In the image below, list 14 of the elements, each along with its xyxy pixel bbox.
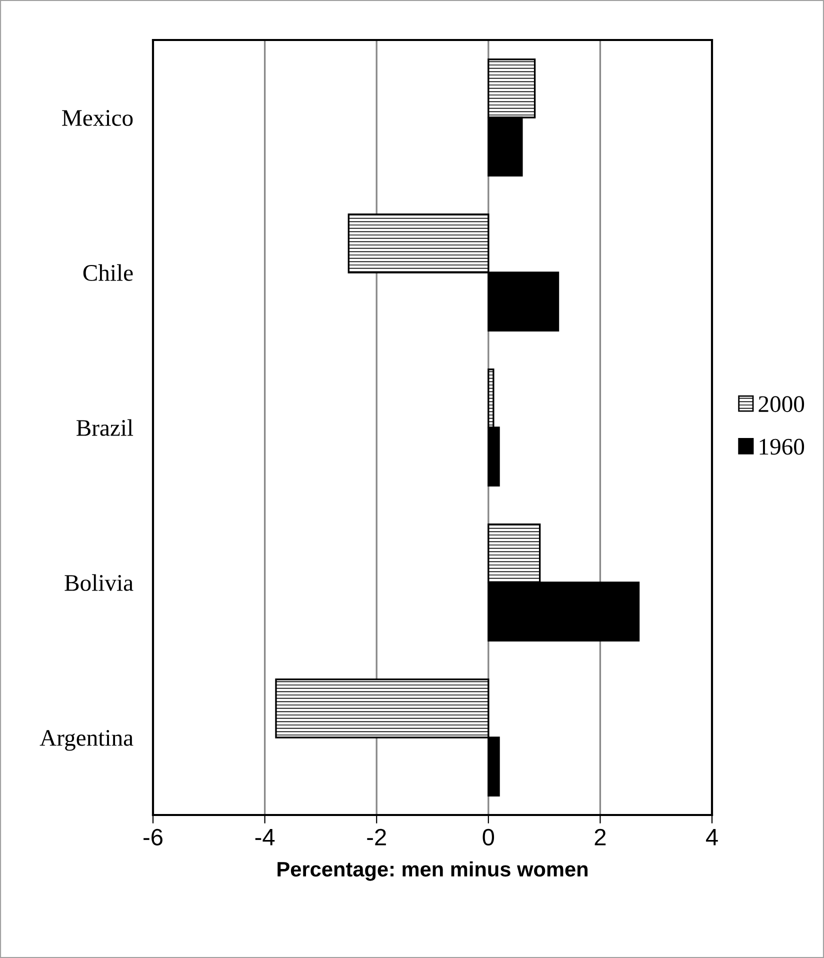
x-tick-label: -6 [144, 828, 162, 846]
x-tick-label: 4 [706, 829, 718, 846]
legend-label: 2000 [758, 396, 804, 412]
y-tick-label: Chile [83, 264, 133, 281]
y-tick-label: Argentina [40, 730, 134, 751]
y-tick-label: Bolivia [64, 574, 134, 591]
x-tick-label: 0 [482, 828, 494, 846]
y-tick-label: Brazil [76, 419, 134, 436]
x-axis-title: Percentage: men minus women [278, 861, 588, 881]
legend-label: 1960 [760, 438, 804, 455]
x-tick-label: -2 [367, 828, 386, 846]
y-tick-label: Mexico [62, 110, 133, 126]
x-tick-label: -4 [255, 829, 275, 846]
x-tick-label: 2 [594, 828, 606, 846]
